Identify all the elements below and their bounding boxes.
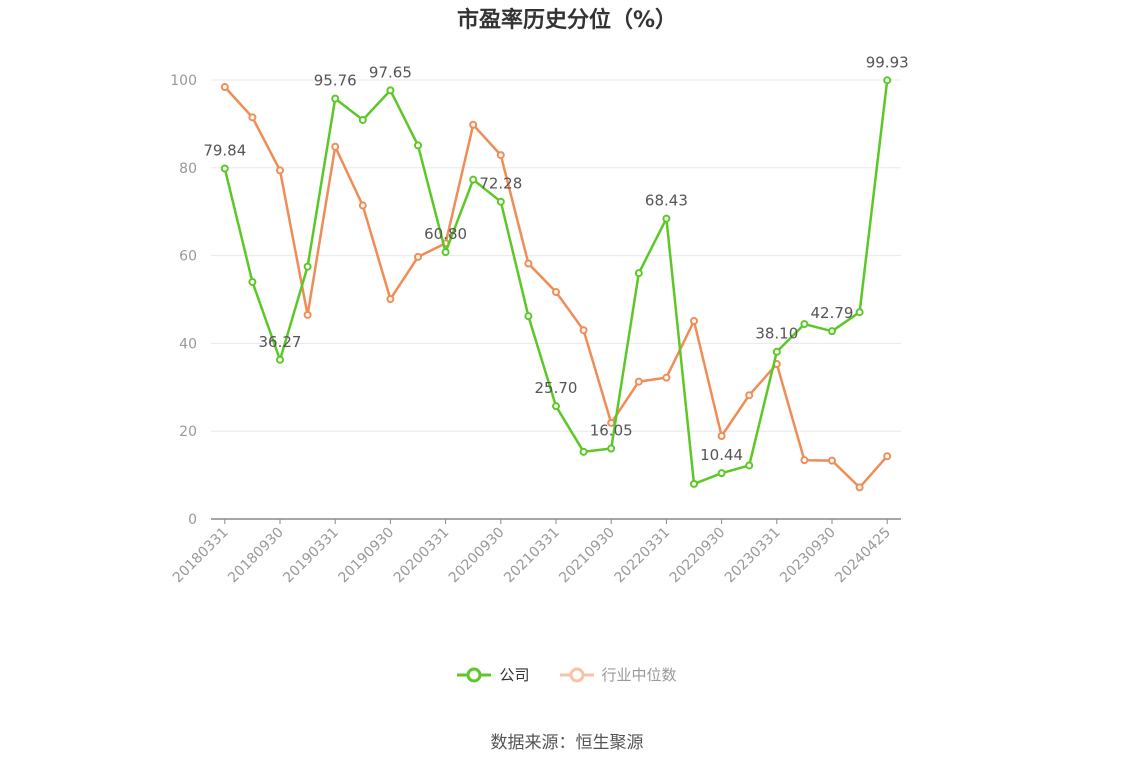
y-tick-label: 20: [179, 424, 197, 440]
industry-data-point: [248, 113, 257, 122]
company-data-point: [745, 461, 754, 470]
x-tick-label: 20200930: [446, 525, 508, 587]
company-data-point: [496, 197, 505, 206]
data-label: 97.65: [369, 63, 412, 81]
chart-legend: 公司 行业中位数: [0, 664, 1134, 685]
data-source-note: 数据来源：恒生聚源: [490, 733, 644, 753]
legend-item-company[interactable]: 公司: [457, 664, 530, 685]
line-chart: 0 20 40 60 80 100 2018033120180930201903312019…: [170, 53, 909, 587]
x-tick-label: 20200331: [391, 525, 453, 587]
y-tick-label: 80: [179, 161, 197, 177]
data-label: 99.93: [866, 53, 909, 71]
company-data-point: [690, 479, 698, 488]
x-tick-label: 20190930: [336, 525, 398, 587]
industry-data-point: [220, 83, 229, 92]
company-data-point: [414, 141, 422, 150]
company-data-point: [552, 402, 560, 411]
data-label: 79.84: [203, 142, 246, 160]
data-label: 60.80: [424, 225, 467, 243]
data-label: 72.28: [479, 175, 522, 193]
company-data-point: [469, 175, 478, 184]
company-data-point: [579, 447, 588, 456]
x-tick-label: 20220930: [667, 525, 729, 587]
data-label: 42.79: [811, 304, 854, 322]
industry-data-point: [303, 310, 312, 319]
company-data-point: [248, 277, 257, 286]
y-tick-label: 60: [179, 249, 197, 265]
data-label: 16.05: [590, 422, 633, 440]
industry-data-point: [414, 252, 422, 261]
data-label: 25.70: [535, 379, 578, 397]
industry-data-point: [276, 166, 284, 175]
industry-data-point: [662, 373, 671, 382]
company-series-line: [223, 80, 889, 486]
company-data-point: [800, 320, 809, 329]
company-data-point: [855, 308, 864, 317]
industry-data-point: [717, 432, 726, 441]
data-label: 36.27: [259, 333, 302, 351]
legend-company-line-icon: [457, 667, 492, 682]
company-data-point: [220, 164, 229, 173]
legend-item-industry[interactable]: 行业中位数: [559, 664, 677, 685]
company-data-point: [386, 86, 395, 95]
y-tick-label: 0: [188, 512, 197, 528]
company-data-point: [303, 262, 312, 271]
industry-data-point: [331, 142, 340, 151]
chart-title: 市盈率历史分位（%）: [456, 8, 678, 33]
data-label: 38.10: [755, 325, 798, 343]
company-data-point: [607, 444, 616, 453]
company-data-point: [441, 248, 450, 257]
company-data-point: [331, 94, 340, 103]
industry-data-point: [524, 259, 533, 268]
legend-label-industry: 行业中位数: [601, 666, 677, 684]
industry-data-point: [496, 151, 505, 160]
x-tick-label: 20180930: [225, 525, 287, 587]
company-data-point: [524, 312, 533, 321]
x-tick-label: 20190331: [280, 525, 342, 587]
x-tick-label: 20210930: [556, 525, 618, 587]
company-data-point: [358, 115, 367, 124]
data-label: 10.44: [700, 446, 743, 464]
legend-industry-line-icon: [559, 667, 594, 682]
data-label: 68.43: [645, 192, 688, 210]
company-data-point: [634, 269, 643, 278]
x-tick-label: 20220331: [612, 525, 674, 587]
industry-data-point: [552, 288, 560, 297]
legend-label-company: 公司: [499, 666, 530, 684]
industry-series-line: [223, 86, 889, 489]
x-tick-label: 20230331: [722, 525, 784, 587]
y-tick-label: 40: [179, 336, 197, 352]
x-tick-label: 20230930: [777, 525, 839, 587]
industry-data-point: [386, 295, 395, 304]
industry-data-point: [690, 317, 698, 326]
company-data-point: [276, 355, 284, 364]
company-data-point: [662, 214, 671, 223]
x-tick-label: 20240425: [832, 525, 894, 587]
industry-data-point: [469, 120, 478, 129]
company-data-point: [772, 347, 781, 356]
data-label: 95.76: [314, 72, 357, 90]
industry-data-point: [800, 456, 809, 465]
industry-data-point: [634, 377, 643, 386]
company-data-point: [828, 327, 836, 336]
industry-data-point: [883, 452, 892, 461]
industry-data-point: [828, 456, 836, 465]
industry-data-point: [745, 391, 754, 400]
industry-data-point: [579, 326, 588, 335]
x-tick-label: 20180331: [170, 525, 232, 587]
x-tick-label: 20210331: [501, 525, 563, 587]
y-tick-label: 100: [170, 73, 197, 89]
industry-data-point: [358, 201, 367, 210]
industry-data-point: [855, 483, 864, 492]
company-data-point: [883, 76, 892, 85]
company-data-point: [717, 469, 726, 478]
